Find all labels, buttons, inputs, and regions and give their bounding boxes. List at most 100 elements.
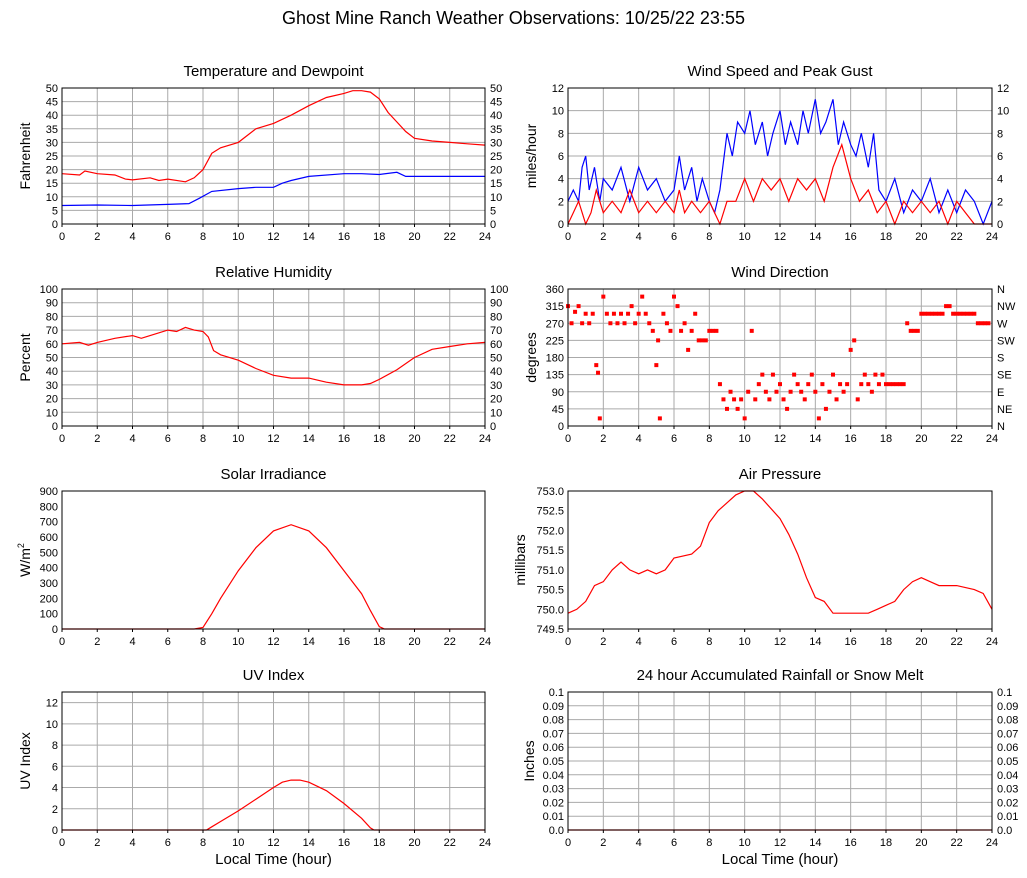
data-point	[672, 294, 676, 299]
y-tick-label-right: S	[997, 353, 1004, 365]
x-tick-label: 22	[951, 636, 963, 648]
data-point	[919, 311, 924, 316]
data-point	[823, 406, 828, 411]
x-tick-label: 18	[373, 231, 385, 243]
y-tick-label-right: 0	[997, 219, 1003, 231]
x-tick-label: 18	[373, 636, 385, 648]
data-point	[615, 321, 620, 326]
y-tick-label-right: 40	[490, 110, 502, 122]
data-point	[951, 311, 956, 316]
plot-frame	[61, 490, 486, 630]
data-point	[668, 328, 673, 333]
data-point	[958, 311, 963, 316]
plot-frame	[567, 490, 993, 630]
y-tick-label-right: 20	[490, 165, 502, 177]
x-tick-label: 20	[915, 636, 927, 648]
data-point	[947, 304, 952, 309]
x-tick-label: 10	[232, 433, 244, 445]
y-tick-label-left: 752.5	[536, 506, 564, 518]
y-axis-label: Percent	[17, 333, 33, 381]
y-tick-label-right: 70	[490, 325, 502, 337]
x-tick-label: 12	[774, 231, 786, 243]
y-tick-label-left: 751.5	[536, 545, 564, 557]
y-tick-label-right: 90	[490, 298, 502, 310]
data-point	[968, 311, 973, 316]
y-tick-label-right: 0.1	[997, 687, 1012, 699]
x-tick-label: 10	[232, 231, 244, 243]
y-tick-label-left: 6	[52, 761, 58, 773]
x-tick-label: 12	[774, 636, 786, 648]
data-point	[721, 397, 726, 402]
x-tick-label: 6	[165, 636, 171, 648]
data-point	[972, 311, 977, 316]
y-tick-label-right: 0.03	[997, 784, 1018, 796]
y-tick-label-left: 25	[46, 151, 58, 163]
y-tick-label-left: 300	[40, 578, 58, 590]
x-tick-label: 18	[880, 433, 892, 445]
data-point	[781, 397, 786, 402]
y-tick-label-right: 30	[490, 137, 502, 149]
y-tick-label-right: 25	[490, 151, 502, 163]
data-point	[876, 382, 881, 387]
y-tick-label-left: 0.06	[543, 742, 564, 754]
y-tick-label-left: 0.0	[549, 825, 564, 837]
y-tick-label-left: 600	[40, 532, 58, 544]
data-point	[880, 372, 885, 377]
y-tick-label-right: 0.08	[997, 715, 1018, 727]
y-tick-label-right: N	[997, 421, 1005, 433]
y-tick-label-left: 0.02	[543, 797, 564, 809]
y-tick-label-right: SE	[997, 370, 1012, 382]
data-point	[580, 321, 585, 326]
y-tick-label-right: 6	[997, 151, 1003, 163]
data-point	[770, 372, 775, 377]
data-point	[979, 321, 984, 326]
x-tick-label: 18	[880, 837, 892, 849]
data-point	[986, 321, 991, 326]
y-tick-label-left: 8	[52, 740, 58, 752]
x-tick-label: 10	[739, 636, 751, 648]
x-tick-label: 20	[408, 231, 420, 243]
data-point	[915, 328, 920, 333]
data-point	[647, 321, 652, 326]
y-tick-label-right: 15	[490, 178, 502, 190]
data-point	[831, 372, 835, 377]
data-point	[749, 328, 754, 333]
data-point	[675, 304, 680, 309]
y-tick-label-right: 10	[490, 407, 502, 419]
x-tick-label: 20	[915, 433, 927, 445]
y-tick-label-left: 2	[52, 804, 58, 816]
data-point	[753, 397, 758, 402]
x-tick-label: 24	[479, 231, 491, 243]
y-tick-label-left: 90	[552, 387, 564, 399]
x-tick-label: 24	[986, 636, 998, 648]
y-tick-label-left: 70	[46, 325, 58, 337]
data-point	[742, 416, 747, 421]
data-point	[975, 321, 980, 326]
y-tick-label-left: 45	[552, 404, 564, 416]
data-point	[739, 397, 744, 402]
series-line-1	[61, 171, 485, 207]
x-tick-label: 0	[59, 433, 65, 445]
y-tick-label-left: 0	[558, 421, 564, 433]
x-tick-label: 8	[200, 231, 206, 243]
data-point	[926, 311, 931, 316]
chart-title: Temperature and Dewpoint	[183, 63, 364, 80]
y-tick-label-left: 30	[46, 137, 58, 149]
data-point	[763, 389, 768, 394]
data-point	[619, 311, 623, 316]
y-tick-label-right: 50	[490, 353, 502, 365]
data-point	[604, 311, 609, 316]
data-point	[661, 311, 666, 316]
x-tick-label: 10	[739, 231, 751, 243]
y-tick-label-right: 20	[490, 394, 502, 406]
y-tick-label-right: 10	[997, 106, 1009, 118]
y-tick-label-right: SW	[997, 335, 1015, 347]
x-tick-label: 6	[671, 433, 677, 445]
chart-rain: 24 hour Accumulated Rainfall or Snow Mel…	[521, 667, 1018, 868]
x-tick-label: 12	[774, 433, 786, 445]
data-point	[682, 321, 687, 326]
y-tick-label-left: 4	[52, 783, 58, 795]
